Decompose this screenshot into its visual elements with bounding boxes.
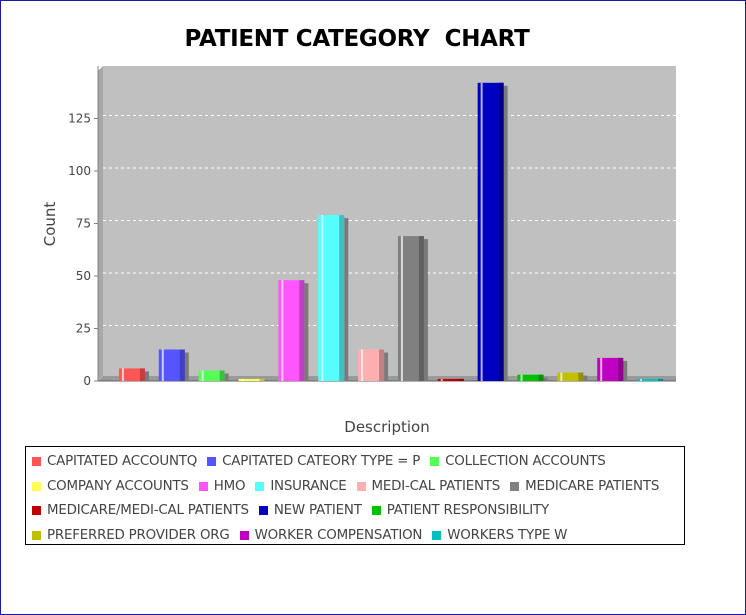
legend-item: CAPITATED ACCOUNTQ xyxy=(32,454,197,469)
bar xyxy=(517,374,548,381)
chart-legend: CAPITATED ACCOUNTQ CAPITATED CATEORY TYPE… xyxy=(25,446,685,545)
bar xyxy=(278,280,309,381)
legend-item: PREFERRED PROVIDER ORG xyxy=(32,528,230,543)
legend-swatch xyxy=(32,530,41,540)
legend-item: MEDICARE PATIENTS xyxy=(510,479,659,494)
legend-label: HMO xyxy=(213,478,246,494)
y-tick-label: 75 xyxy=(76,217,91,231)
y-tick-label: 125 xyxy=(68,112,91,126)
bar xyxy=(118,368,149,381)
chart-plot: 0 25 50 75 100 125 Description Count xyxy=(41,66,676,436)
y-tick-label: 100 xyxy=(68,164,91,178)
legend-label: MEDICARE PATIENTS xyxy=(525,478,660,494)
legend-swatch xyxy=(371,506,381,515)
legend-row: PREFERRED PROVIDER ORG WORKER COMPENSATIO… xyxy=(32,525,684,550)
bar xyxy=(238,378,265,381)
legend-item: MEDI-CAL PATIENTS xyxy=(356,478,501,494)
legend-label: WORKER COMPENSATION xyxy=(254,527,423,543)
bar xyxy=(477,82,508,382)
legend-row: MEDICARE/MEDI-CAL PATIENTS NEW PATIENT PAT… xyxy=(32,500,684,525)
legend-label: CAPITATED CATEORY TYPE = P xyxy=(222,454,421,469)
legend-swatch xyxy=(32,506,41,515)
y-tick-label: 25 xyxy=(76,322,91,336)
legend-item: MEDICARE/MEDI-CAL PATIENTS xyxy=(32,503,249,518)
x-axis-label: Description xyxy=(344,418,429,436)
legend-swatch xyxy=(32,481,41,491)
legend-label: COMPANY ACCOUNTS xyxy=(47,478,189,494)
y-tick-label: 0 xyxy=(83,374,91,388)
legend-swatch xyxy=(356,481,366,491)
y-tick-label: 50 xyxy=(76,269,91,283)
legend-item: CAPITATED CATEORY TYPE = P xyxy=(207,454,420,469)
legend-label: INSURANCE xyxy=(270,478,347,494)
legend-row: COMPANY ACCOUNTS HMO INSURANCE MEDI-CAL PAT… xyxy=(32,476,684,501)
bar xyxy=(158,349,189,381)
legend-item: COMPANY ACCOUNTS xyxy=(32,479,189,494)
legend-label: PATIENT RESPONSIBILITY xyxy=(386,503,549,518)
legend-item: WORKER COMPENSATION xyxy=(239,527,423,543)
legend-item: NEW PATIENT xyxy=(258,503,362,518)
legend-swatch xyxy=(258,506,268,515)
legend-swatch xyxy=(207,457,217,466)
legend-item: PATIENT RESPONSIBILITY xyxy=(371,503,549,518)
bar xyxy=(318,215,349,381)
bar xyxy=(358,349,389,381)
legend-item: COLLECTION ACCOUNTS xyxy=(430,454,606,469)
legend-swatch xyxy=(239,530,249,540)
legend-swatch xyxy=(255,481,265,491)
legend-label: PREFERRED PROVIDER ORG xyxy=(47,527,230,543)
legend-label: CAPITATED ACCOUNTQ xyxy=(47,454,198,469)
legend-swatch xyxy=(430,457,440,466)
legend-label: WORKERS TYPE W xyxy=(447,527,568,543)
legend-row: CAPITATED ACCOUNTQ CAPITATED CATEORY TYPE… xyxy=(32,451,684,476)
bar xyxy=(557,372,588,381)
plot-side-wall xyxy=(98,66,103,381)
y-axis-label: Count xyxy=(41,202,59,247)
bar xyxy=(198,370,229,381)
legend-swatch xyxy=(32,457,41,466)
legend-swatch xyxy=(510,481,520,491)
legend-item: WORKERS TYPE W xyxy=(432,528,567,543)
legend-label: NEW PATIENT xyxy=(273,503,362,518)
chart-title: PATIENT CATEGORY CHART xyxy=(184,26,530,52)
bar xyxy=(437,378,464,381)
legend-label: MEDICARE/MEDI-CAL PATIENTS xyxy=(47,503,249,518)
legend-item: HMO xyxy=(198,478,246,494)
plot-background xyxy=(103,66,676,376)
legend-swatch xyxy=(432,530,442,540)
legend-label: COLLECTION ACCOUNTS xyxy=(445,454,606,469)
bar xyxy=(597,357,628,381)
bar xyxy=(397,236,428,381)
legend-swatch xyxy=(198,481,208,491)
legend-label: MEDI-CAL PATIENTS xyxy=(371,478,501,494)
legend-item: INSURANCE xyxy=(255,478,347,494)
bar xyxy=(637,378,664,381)
